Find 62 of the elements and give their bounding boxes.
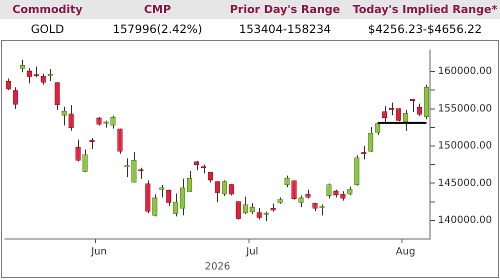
candlestick (34, 66, 39, 78)
candlestick (82, 149, 88, 172)
y-tick-label: 160000.00 (438, 66, 492, 78)
candlestick (340, 190, 346, 202)
candlestick (131, 152, 136, 184)
candlestick (54, 82, 60, 110)
x-tick-label: Jul (245, 246, 258, 258)
candlestick (382, 106, 388, 123)
candlestick (173, 192, 178, 217)
candlestick (110, 114, 116, 130)
candlestick (12, 86, 18, 110)
candlestick (166, 189, 172, 206)
candlestick (326, 182, 332, 199)
x-axis-title: 2026 (204, 262, 230, 273)
x-tick-label: Aug (396, 246, 416, 258)
text: GOLD (30, 20, 66, 38)
candlestick (236, 200, 241, 220)
text: $4256.23-$4656.22 (367, 20, 483, 38)
candlestick (389, 102, 394, 116)
candlestick (250, 202, 255, 215)
y-tick-label: 155000.00 (438, 103, 492, 114)
candlestick (368, 126, 374, 153)
candlestick (256, 207, 262, 220)
text: 153404-158234 (238, 20, 332, 38)
candlestick (62, 106, 67, 126)
candlestick (319, 204, 325, 216)
candlestick (152, 194, 158, 217)
candlestick (124, 158, 130, 178)
candlestick (40, 73, 46, 86)
candlestick (396, 108, 402, 122)
candlestick (76, 139, 81, 162)
candlestick (194, 160, 200, 171)
candlestick (6, 78, 12, 91)
candlestick (402, 109, 408, 132)
text: Prior Day's Range (220, 0, 350, 19)
candlestick (291, 180, 297, 200)
candlestick (222, 180, 228, 196)
candlestick (180, 178, 186, 216)
y-tick-label: 150000.00 (438, 140, 492, 152)
candlestick (264, 211, 269, 222)
text: CMP (95, 0, 220, 19)
candlestick (375, 122, 380, 136)
text: Today's Implied Range* (350, 0, 500, 19)
candlestick (26, 68, 32, 84)
text: Commodity (0, 0, 95, 19)
candlestick (416, 103, 422, 117)
candlestick (242, 196, 248, 215)
y-tick-label: 140000.00 (438, 214, 492, 226)
candlestick (214, 180, 220, 203)
y-tick-label: 145000.00 (438, 178, 492, 189)
candlestick (284, 175, 290, 188)
candlestick (298, 194, 304, 208)
candlestick (138, 167, 144, 180)
candlestick (117, 128, 123, 154)
candlestick (48, 68, 53, 82)
candlestick (361, 145, 366, 160)
text: 157996(2.42%) (112, 20, 204, 38)
x-tick-label: Jun (90, 246, 107, 258)
candlestick (20, 59, 26, 73)
candlestick (186, 170, 192, 192)
candlestick (159, 184, 164, 198)
candlestick (68, 104, 74, 132)
